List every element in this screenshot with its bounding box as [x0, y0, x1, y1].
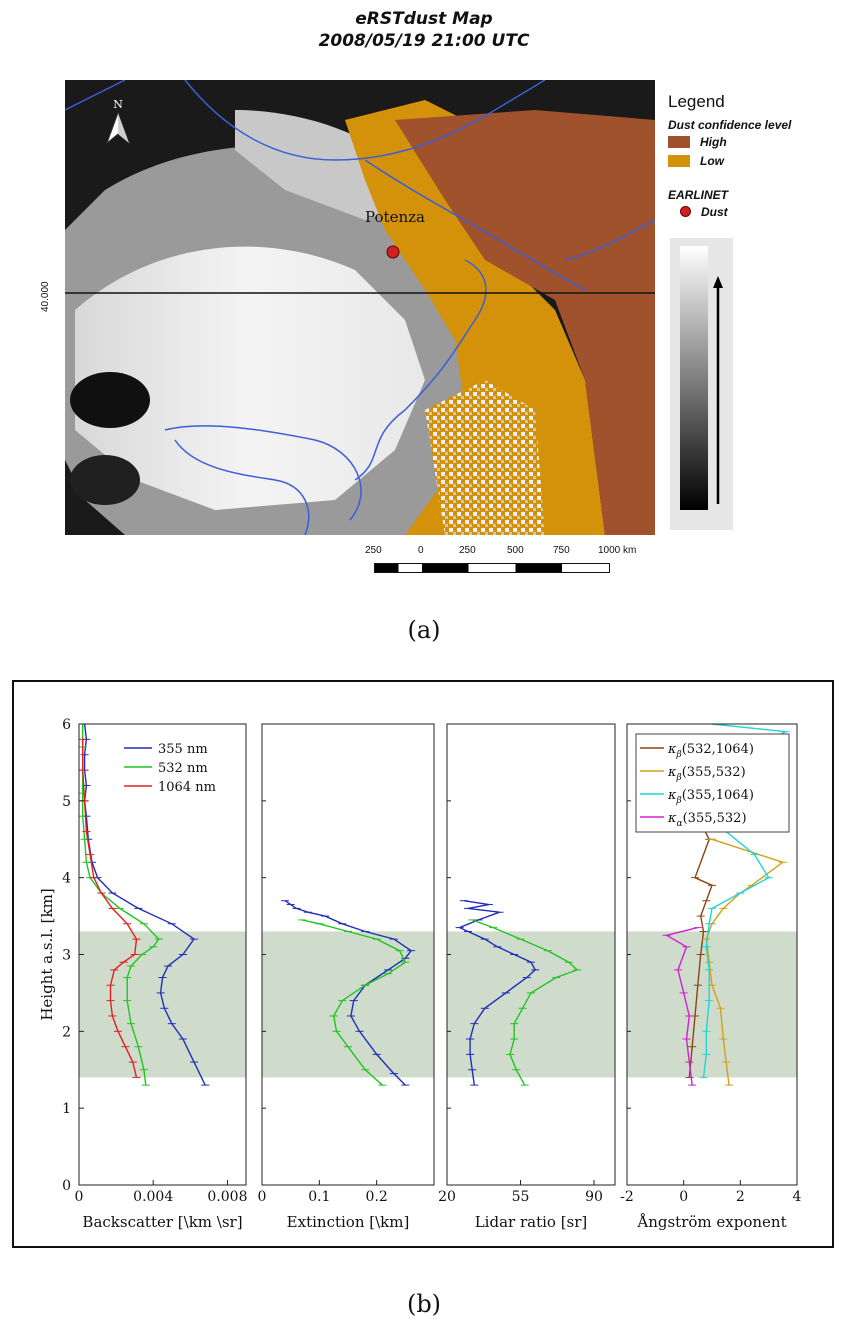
y-tick-label-2: 2: [62, 1024, 71, 1040]
cloud-bright-region: [75, 246, 425, 510]
legend-low-row: Low: [668, 151, 843, 170]
legend-label-ang-0: κβ(532,1064): [667, 742, 754, 760]
legend-label-bsc-1: 532 nm: [158, 761, 208, 776]
legend-label-ang-3: κα(355,532): [667, 811, 747, 829]
y-axis-label: Height a.s.l. [km]: [38, 888, 56, 1020]
x-axis-label-1: Extinction [\km]: [287, 1213, 410, 1231]
potenza-marker: [386, 245, 400, 259]
dust-speckle-region: [425, 380, 545, 535]
y-tick-label-5: 5: [62, 794, 71, 810]
x-tick-label-2-2: 90: [585, 1189, 603, 1205]
legend-dust-heading: Dust confidence level: [668, 118, 792, 132]
caption-b: (b): [406, 1290, 442, 1318]
lidar-profiles-chart: 0 0.004 0.008 Backscatter [\km \sr] 0 1 2 3 4 5 6 H…: [38, 717, 802, 1231]
series-line-2-0: [457, 900, 537, 1086]
scale-bar: [374, 563, 610, 573]
map-legend: Legend Dust confidence level High Low EA…: [668, 92, 843, 221]
colorbar-arrow-icon: [713, 276, 723, 504]
legend-title: Legend: [668, 92, 725, 111]
scale-label-2: 250: [459, 545, 476, 556]
map-title-line1: eRSTdust Map: [355, 9, 493, 29]
x-tick-label-2-1: 55: [512, 1189, 530, 1205]
legend-label-ang-2: κβ(355,1064): [667, 788, 754, 806]
dust-layer-band-1: [262, 931, 434, 1078]
legend-high-label: High: [700, 134, 727, 149]
legend-box-angstrom: [635, 733, 790, 833]
x-tick-label-3-1: 0: [679, 1189, 688, 1205]
x-axis-label-3: Ångström exponent: [636, 1213, 786, 1231]
x-axis-label-2: Lidar ratio [sr]: [475, 1213, 588, 1231]
x-tick-label-3-3: 4: [793, 1189, 802, 1205]
dust-layer-band-3: [627, 931, 797, 1078]
legend-dust-label: Dust: [701, 204, 728, 219]
latitude-label: 40.000: [40, 281, 51, 312]
series-line-3-0: [688, 800, 713, 1078]
north-arrow-icon: [105, 111, 131, 145]
dust-high-region: [395, 110, 655, 535]
scale-label-4: 750: [553, 545, 570, 556]
dark-patch-southwest: [70, 455, 140, 505]
dark-patch-west: [70, 372, 150, 428]
legend-label-ang-1: κβ(355,532): [667, 765, 746, 783]
x-tick-label-1-2: 0.2: [366, 1189, 388, 1205]
dust-low-region: [345, 100, 605, 535]
y-tick-label-3: 3: [62, 948, 71, 964]
series-line-2-1: [471, 919, 579, 1086]
legend-label-bsc-2: 1064 nm: [158, 780, 216, 795]
north-label: N: [113, 98, 123, 111]
y-tick-label-0: 0: [62, 1178, 71, 1194]
caption-a: (a): [407, 616, 441, 644]
series-line-0-2: [81, 739, 138, 1078]
legend-high-row: High: [668, 132, 843, 151]
series-line-1-1: [301, 919, 407, 1086]
x-tick-label-3-2: 2: [736, 1189, 745, 1205]
scale-label-1: 0: [418, 545, 424, 556]
legend-earlinet-heading: EARLINET: [668, 188, 728, 202]
x-tick-label-0-1: 0.004: [133, 1189, 173, 1205]
legend-high-swatch: [668, 135, 690, 148]
dust-layer-band-0: [79, 931, 246, 1078]
colorbar-frame: [670, 238, 733, 530]
x-tick-label-1-0: 0: [258, 1189, 267, 1205]
x-tick-label-0-0: 0: [75, 1189, 84, 1205]
lidar-profiles-panel: 0 0.004 0.008 Backscatter [\km \sr] 0 1 2 3 4 5 6 H…: [12, 680, 834, 1248]
x-tick-label-0-2: 0.008: [207, 1189, 247, 1205]
legend-low-swatch: [668, 154, 690, 167]
city-label: Potenza: [365, 208, 425, 226]
legend-low-label: Low: [700, 153, 724, 168]
scale-label-0: 250: [365, 545, 382, 556]
x-tick-label-3-0: -2: [620, 1189, 634, 1205]
satellite-map: N Potenza: [65, 80, 655, 535]
greyscale-colorbar: [680, 246, 708, 510]
dust-layer-band-2: [447, 931, 615, 1078]
scale-label-5: 1000 km: [598, 545, 637, 556]
scale-label-3: 500: [507, 545, 524, 556]
series-line-1-0: [284, 900, 413, 1086]
y-tick-label-4: 4: [62, 871, 71, 887]
x-tick-label-2-0: 20: [438, 1189, 456, 1205]
y-tick-label-1: 1: [62, 1101, 71, 1117]
legend-dust-row: Dust: [668, 202, 843, 221]
legend-label-bsc-0: 355 nm: [158, 742, 208, 757]
y-tick-label-6: 6: [62, 717, 71, 733]
map-title: eRSTdust Map 2008/05/19 21:00 UTC: [0, 8, 848, 52]
x-tick-label-1-1: 0.1: [308, 1189, 330, 1205]
legend-dust-dot-icon: [680, 206, 691, 217]
x-axis-label-0: Backscatter [\km \sr]: [82, 1213, 242, 1231]
map-title-line2: 2008/05/19 21:00 UTC: [318, 31, 530, 51]
